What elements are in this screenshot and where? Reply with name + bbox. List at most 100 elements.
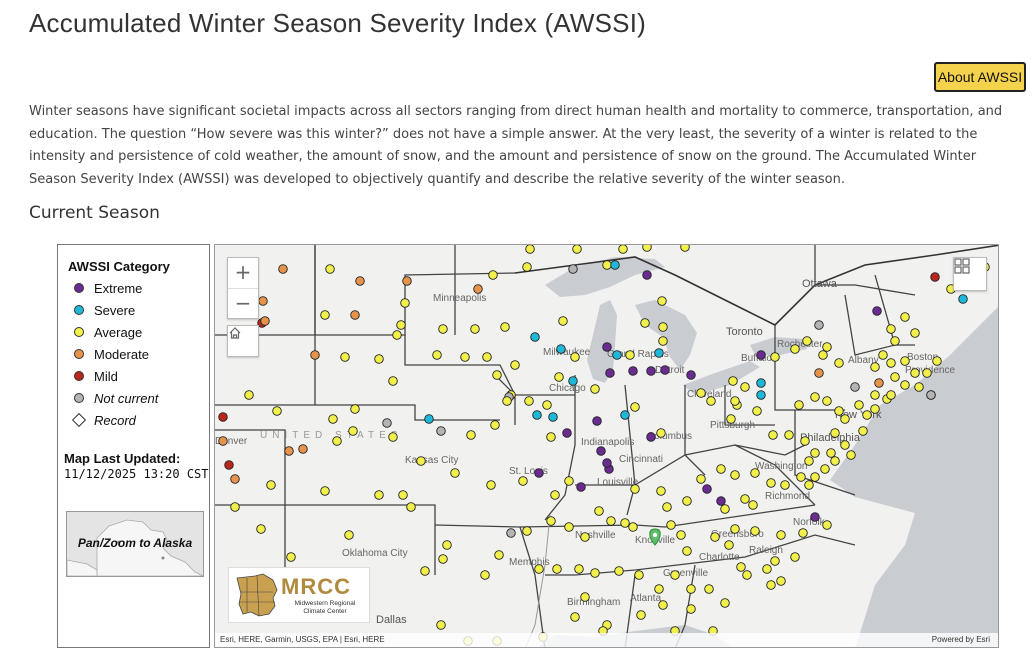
station-marker[interactable] xyxy=(374,490,384,500)
station-marker[interactable] xyxy=(870,362,880,372)
station-marker[interactable] xyxy=(804,456,814,466)
station-marker[interactable] xyxy=(490,420,500,430)
station-marker[interactable] xyxy=(742,570,752,580)
station-marker[interactable] xyxy=(402,276,412,286)
station-marker[interactable] xyxy=(804,480,814,490)
station-marker[interactable] xyxy=(580,592,590,602)
station-marker[interactable] xyxy=(870,390,880,400)
station-marker[interactable] xyxy=(680,245,690,252)
station-marker[interactable] xyxy=(612,350,622,360)
station-marker[interactable] xyxy=(558,316,568,326)
station-marker[interactable] xyxy=(820,464,830,474)
station-marker[interactable] xyxy=(602,342,612,352)
station-marker[interactable] xyxy=(900,380,910,390)
station-marker[interactable] xyxy=(850,382,860,392)
station-marker[interactable] xyxy=(662,502,672,512)
station-marker[interactable] xyxy=(530,332,540,342)
station-marker[interactable] xyxy=(630,402,640,412)
station-marker[interactable] xyxy=(736,562,746,572)
station-marker[interactable] xyxy=(730,396,740,406)
station-marker[interactable] xyxy=(320,486,330,496)
station-marker[interactable] xyxy=(890,336,900,346)
station-marker[interactable] xyxy=(814,368,824,378)
station-marker[interactable] xyxy=(656,486,666,496)
home-button[interactable] xyxy=(227,325,259,357)
about-awssi-button[interactable]: About AWSSI xyxy=(934,62,1026,92)
station-marker[interactable] xyxy=(574,564,584,574)
station-marker[interactable] xyxy=(482,352,492,362)
station-marker[interactable] xyxy=(328,414,338,424)
station-marker[interactable] xyxy=(900,312,910,322)
station-marker[interactable] xyxy=(218,436,228,446)
station-marker[interactable] xyxy=(546,432,556,442)
station-marker[interactable] xyxy=(826,448,836,458)
station-marker[interactable] xyxy=(696,474,706,484)
station-marker[interactable] xyxy=(914,382,924,392)
station-marker[interactable] xyxy=(602,260,612,270)
station-marker[interactable] xyxy=(534,468,544,478)
station-marker[interactable] xyxy=(518,476,528,486)
station-marker[interactable] xyxy=(658,322,668,332)
station-marker[interactable] xyxy=(594,506,604,516)
station-marker[interactable] xyxy=(770,556,780,566)
station-marker[interactable] xyxy=(298,444,308,454)
station-marker[interactable] xyxy=(420,566,430,576)
station-marker[interactable] xyxy=(670,570,680,580)
station-marker[interactable] xyxy=(610,260,620,270)
station-marker[interactable] xyxy=(766,580,776,590)
station-marker[interactable] xyxy=(552,564,562,574)
station-marker[interactable] xyxy=(810,512,820,522)
station-marker[interactable] xyxy=(810,472,820,482)
station-marker[interactable] xyxy=(432,350,442,360)
zoom-in-button[interactable]: + xyxy=(234,260,252,284)
station-marker[interactable] xyxy=(438,554,448,564)
station-marker[interactable] xyxy=(720,504,730,514)
station-marker[interactable] xyxy=(286,552,296,562)
station-marker[interactable] xyxy=(568,376,578,386)
station-marker[interactable] xyxy=(676,530,686,540)
station-marker[interactable] xyxy=(532,410,542,420)
station-marker[interactable] xyxy=(564,522,574,532)
station-marker[interactable] xyxy=(524,396,534,406)
station-marker[interactable] xyxy=(910,328,920,338)
station-marker[interactable] xyxy=(926,390,936,400)
station-marker[interactable] xyxy=(756,378,766,388)
station-marker[interactable] xyxy=(922,368,932,378)
station-marker[interactable] xyxy=(834,406,844,416)
station-marker[interactable] xyxy=(776,576,786,586)
station-marker[interactable] xyxy=(800,436,810,446)
zoom-out-button[interactable]: − xyxy=(228,288,258,319)
station-marker[interactable] xyxy=(230,474,240,484)
station-marker[interactable] xyxy=(438,324,448,334)
station-marker[interactable] xyxy=(840,414,850,424)
station-marker[interactable] xyxy=(522,526,532,536)
station-marker[interactable] xyxy=(392,330,402,340)
station-marker[interactable] xyxy=(256,524,266,534)
station-marker[interactable] xyxy=(522,262,532,272)
station-marker[interactable] xyxy=(726,414,736,424)
station-marker[interactable] xyxy=(770,352,780,362)
station-marker[interactable] xyxy=(796,472,806,482)
station-marker[interactable] xyxy=(822,520,832,530)
station-marker[interactable] xyxy=(660,365,670,375)
station-marker[interactable] xyxy=(766,478,776,488)
station-marker[interactable] xyxy=(592,416,602,426)
station-marker[interactable] xyxy=(400,298,410,308)
station-marker[interactable] xyxy=(576,482,586,492)
station-marker[interactable] xyxy=(762,564,772,574)
station-marker[interactable] xyxy=(716,464,726,474)
station-marker[interactable] xyxy=(682,546,692,556)
station-marker[interactable] xyxy=(840,440,850,450)
station-marker[interactable] xyxy=(794,400,804,410)
station-marker[interactable] xyxy=(740,382,750,392)
station-marker[interactable] xyxy=(636,610,646,620)
station-marker[interactable] xyxy=(886,390,896,400)
station-marker[interactable] xyxy=(355,276,365,286)
station-marker[interactable] xyxy=(830,456,840,466)
station-marker[interactable] xyxy=(348,426,358,436)
station-marker[interactable] xyxy=(634,570,644,580)
station-marker[interactable] xyxy=(278,264,288,274)
station-marker[interactable] xyxy=(320,310,330,320)
station-marker[interactable] xyxy=(416,456,426,466)
station-marker[interactable] xyxy=(802,336,812,346)
